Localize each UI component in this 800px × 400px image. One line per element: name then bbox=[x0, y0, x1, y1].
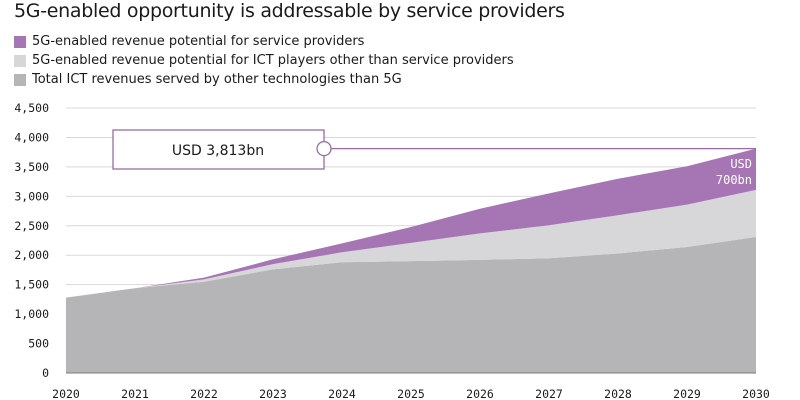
y-tick-label: 4,000 bbox=[14, 130, 49, 144]
x-tick-label: 2024 bbox=[328, 387, 356, 400]
y-tick-label: 4,500 bbox=[14, 101, 49, 115]
y-tick-label: 500 bbox=[28, 337, 49, 351]
x-tick-label: 2029 bbox=[673, 387, 701, 400]
y-tick-label: 3,500 bbox=[14, 160, 49, 174]
x-tick-label: 2022 bbox=[190, 387, 218, 400]
callout-label: USD 3,813bn bbox=[172, 143, 264, 159]
legend-swatch-service-providers bbox=[14, 35, 26, 48]
y-tick-label: 2,000 bbox=[14, 248, 49, 262]
legend-swatch-other-ict-players bbox=[14, 54, 26, 67]
callout-marker bbox=[316, 140, 332, 157]
x-tick-label: 2023 bbox=[259, 387, 287, 400]
x-tick-label: 2027 bbox=[535, 387, 563, 400]
y-tick-label: 1,500 bbox=[14, 278, 49, 292]
x-tick-label: 2030 bbox=[742, 387, 770, 400]
y-tick-label: 2,500 bbox=[14, 219, 49, 233]
legend-label-service-providers: 5G-enabled revenue potential for service… bbox=[32, 34, 365, 49]
y-tick-label: 1,000 bbox=[14, 307, 49, 321]
y-tick-label: 3,000 bbox=[14, 189, 49, 203]
end-label-line1: USD bbox=[730, 157, 752, 171]
annotations: USD 3,813bn USD 700bn bbox=[112, 129, 756, 187]
y-tick-label: 0 bbox=[42, 366, 49, 380]
legend-item-service-providers: 5G-enabled revenue potential for service… bbox=[14, 32, 514, 51]
legend-label-other-ict-players: 5G-enabled revenue potential for ICT pla… bbox=[32, 53, 514, 68]
area-series-0 bbox=[66, 237, 756, 373]
x-tick-label: 2028 bbox=[604, 387, 632, 400]
axes: 0 500 1,000 1,500 2,000 2,500 3,000 3,500 4,000 4… bbox=[14, 101, 770, 400]
legend-swatch-other-technologies bbox=[14, 73, 26, 86]
legend-item-other-ict-players: 5G-enabled revenue potential for ICT pla… bbox=[14, 51, 514, 70]
area-series-1 bbox=[66, 189, 756, 298]
legend-label-other-technologies: Total ICT revenues served by other techn… bbox=[32, 72, 402, 87]
chart-title: 5G-enabled opportunity is addressable by… bbox=[14, 0, 565, 22]
x-tick-label: 2020 bbox=[52, 387, 80, 400]
legend-item-other-technologies: Total ICT revenues served by other techn… bbox=[14, 70, 514, 89]
end-label-line2: 700bn bbox=[716, 173, 752, 187]
x-tick-label: 2021 bbox=[121, 387, 149, 400]
callout-box bbox=[112, 129, 325, 170]
legend: 5G-enabled revenue potential for service… bbox=[14, 32, 514, 89]
x-tick-label: 2026 bbox=[466, 387, 494, 400]
x-tick-label: 2025 bbox=[397, 387, 425, 400]
stacked-areas bbox=[66, 148, 756, 373]
